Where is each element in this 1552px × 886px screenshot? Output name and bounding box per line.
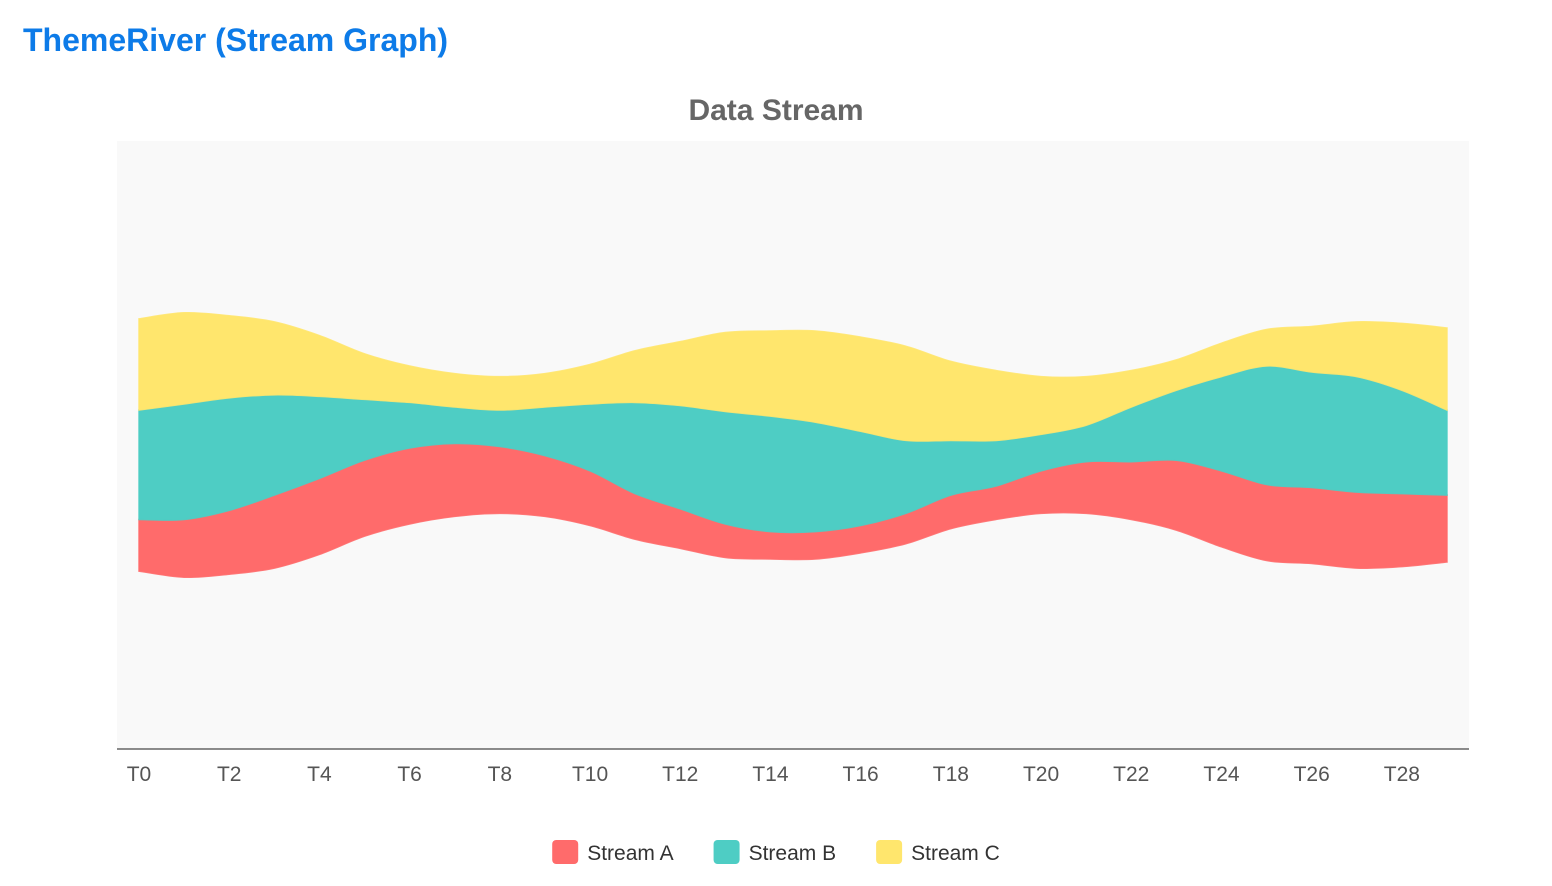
x-tick-label: T28 bbox=[1384, 763, 1420, 786]
legend-label: Stream C bbox=[911, 842, 1000, 865]
x-tick-label: T0 bbox=[127, 763, 152, 786]
x-tick-label: T4 bbox=[307, 763, 332, 786]
x-tick-label: T22 bbox=[1113, 763, 1149, 786]
stream-layers bbox=[138, 311, 1448, 579]
x-tick-label: T20 bbox=[1023, 763, 1059, 786]
x-tick-label: T16 bbox=[843, 763, 879, 786]
legend-swatch bbox=[552, 840, 579, 864]
legend: Stream A Stream B Stream C bbox=[552, 840, 1000, 865]
legend-item[interactable]: Stream A bbox=[552, 840, 674, 865]
x-tick-label: T24 bbox=[1203, 763, 1240, 786]
x-tick-label: T2 bbox=[217, 763, 242, 786]
legend-item[interactable]: Stream C bbox=[876, 840, 1000, 865]
legend-item[interactable]: Stream B bbox=[713, 840, 837, 865]
legend-swatch bbox=[876, 840, 903, 864]
stream-stream-c bbox=[138, 311, 1448, 442]
x-tick-label: T8 bbox=[488, 763, 513, 786]
legend-label: Stream A bbox=[587, 842, 673, 865]
x-axis-ticks: T0 T2 T4 T6 T8 T10 T12 T14 T16 T18 T20 T22 T24 T26 T28 bbox=[127, 763, 1420, 786]
x-tick-label: T12 bbox=[662, 763, 698, 786]
legend-label: Stream B bbox=[749, 842, 837, 865]
chart-title: Data Stream bbox=[688, 94, 863, 127]
x-tick-label: T6 bbox=[397, 763, 422, 786]
x-tick-label: T18 bbox=[933, 763, 969, 786]
x-tick-label: T10 bbox=[572, 763, 608, 786]
x-tick-label: T26 bbox=[1294, 763, 1330, 786]
x-tick-label: T14 bbox=[752, 763, 789, 786]
legend-swatch bbox=[713, 840, 740, 864]
page-title: ThemeRiver (Stream Graph) bbox=[23, 22, 449, 58]
